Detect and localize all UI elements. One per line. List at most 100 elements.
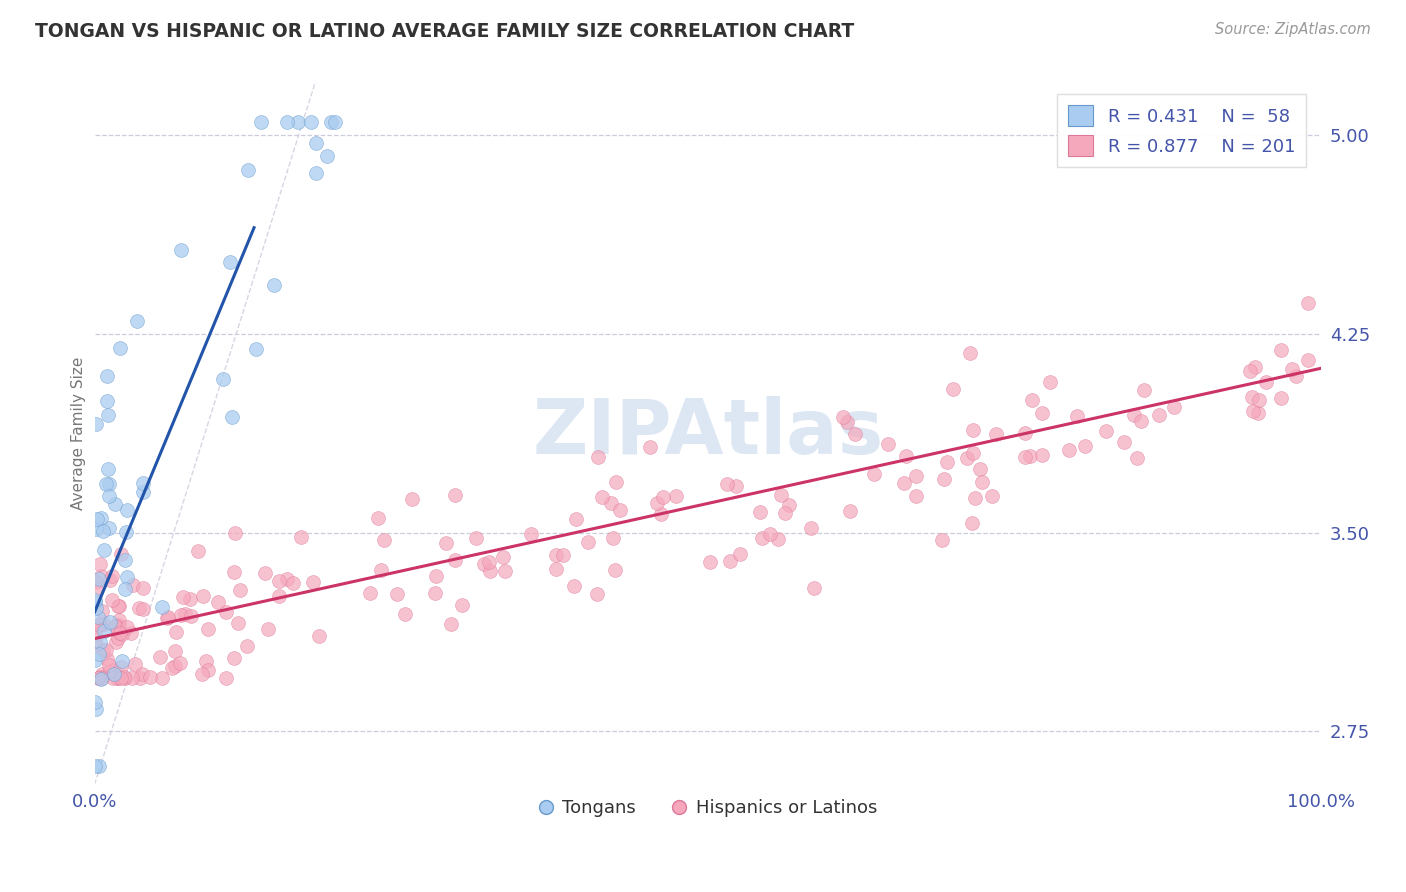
Point xyxy=(89,670,111,684)
Point xyxy=(1039,375,1062,389)
Point xyxy=(645,496,668,510)
Point xyxy=(93,616,115,631)
Point xyxy=(904,469,927,483)
Point xyxy=(1057,442,1080,457)
Point xyxy=(101,593,124,607)
Point xyxy=(228,616,250,631)
Point xyxy=(394,607,416,621)
Point xyxy=(84,522,107,536)
Point xyxy=(162,661,184,675)
Point xyxy=(283,575,305,590)
Point xyxy=(1285,369,1308,384)
Point xyxy=(586,450,609,464)
Point xyxy=(224,526,246,541)
Point xyxy=(1031,448,1053,462)
Point xyxy=(959,346,981,360)
Point xyxy=(105,635,128,649)
Point xyxy=(520,527,543,541)
Point xyxy=(103,663,125,677)
Point xyxy=(89,635,111,649)
Point xyxy=(605,475,627,489)
Point xyxy=(84,593,107,607)
Point xyxy=(110,547,132,561)
Point xyxy=(308,629,330,643)
Point xyxy=(90,510,112,524)
Point xyxy=(1296,295,1319,310)
Point xyxy=(190,666,212,681)
Point xyxy=(96,477,118,491)
Point xyxy=(1074,439,1097,453)
Point xyxy=(443,553,465,567)
Point xyxy=(165,624,187,639)
Point xyxy=(472,557,495,571)
Point xyxy=(114,552,136,566)
Point xyxy=(546,548,568,562)
Point xyxy=(359,586,381,600)
Point xyxy=(1247,406,1270,420)
Point xyxy=(86,702,108,716)
Point xyxy=(115,503,138,517)
Point xyxy=(84,582,107,597)
Point xyxy=(1018,450,1040,464)
Point xyxy=(91,604,114,618)
Point xyxy=(150,672,173,686)
Point xyxy=(962,423,984,437)
Point xyxy=(93,642,115,657)
Point xyxy=(84,695,107,709)
Point xyxy=(103,667,125,681)
Point xyxy=(1254,375,1277,389)
Point xyxy=(110,654,132,668)
Point xyxy=(652,491,675,505)
Point xyxy=(87,647,110,661)
Point xyxy=(97,521,120,535)
Point xyxy=(603,563,626,577)
Point xyxy=(108,341,131,355)
Point xyxy=(444,488,467,502)
Point xyxy=(367,510,389,524)
Point xyxy=(245,342,267,356)
Point xyxy=(316,149,339,163)
Point xyxy=(108,599,131,613)
Point xyxy=(492,549,515,564)
Point xyxy=(236,639,259,653)
Point xyxy=(837,415,859,429)
Point xyxy=(97,461,120,475)
Point xyxy=(197,664,219,678)
Point xyxy=(425,586,447,600)
Point xyxy=(87,759,110,773)
Point xyxy=(1270,343,1292,358)
Point xyxy=(373,533,395,547)
Point xyxy=(128,672,150,686)
Point xyxy=(87,609,110,624)
Point xyxy=(956,450,979,465)
Point xyxy=(1126,450,1149,465)
Point xyxy=(138,670,160,684)
Point xyxy=(98,665,121,680)
Point xyxy=(115,570,138,584)
Point xyxy=(385,587,408,601)
Point xyxy=(263,278,285,293)
Point xyxy=(108,625,131,640)
Point xyxy=(84,653,107,667)
Point xyxy=(876,436,898,450)
Point xyxy=(931,533,953,548)
Point xyxy=(981,489,1004,503)
Point xyxy=(150,599,173,614)
Point xyxy=(103,672,125,686)
Point xyxy=(576,535,599,549)
Point xyxy=(107,599,129,613)
Point xyxy=(104,619,127,633)
Point xyxy=(132,485,155,500)
Point xyxy=(302,575,325,590)
Point xyxy=(716,477,738,491)
Point xyxy=(96,643,118,657)
Point xyxy=(86,417,108,432)
Point xyxy=(114,582,136,597)
Point xyxy=(602,532,624,546)
Y-axis label: Average Family Size: Average Family Size xyxy=(72,357,86,510)
Point xyxy=(935,455,957,469)
Point xyxy=(1241,390,1264,404)
Point xyxy=(98,573,121,587)
Point xyxy=(1298,353,1320,368)
Point xyxy=(97,408,120,422)
